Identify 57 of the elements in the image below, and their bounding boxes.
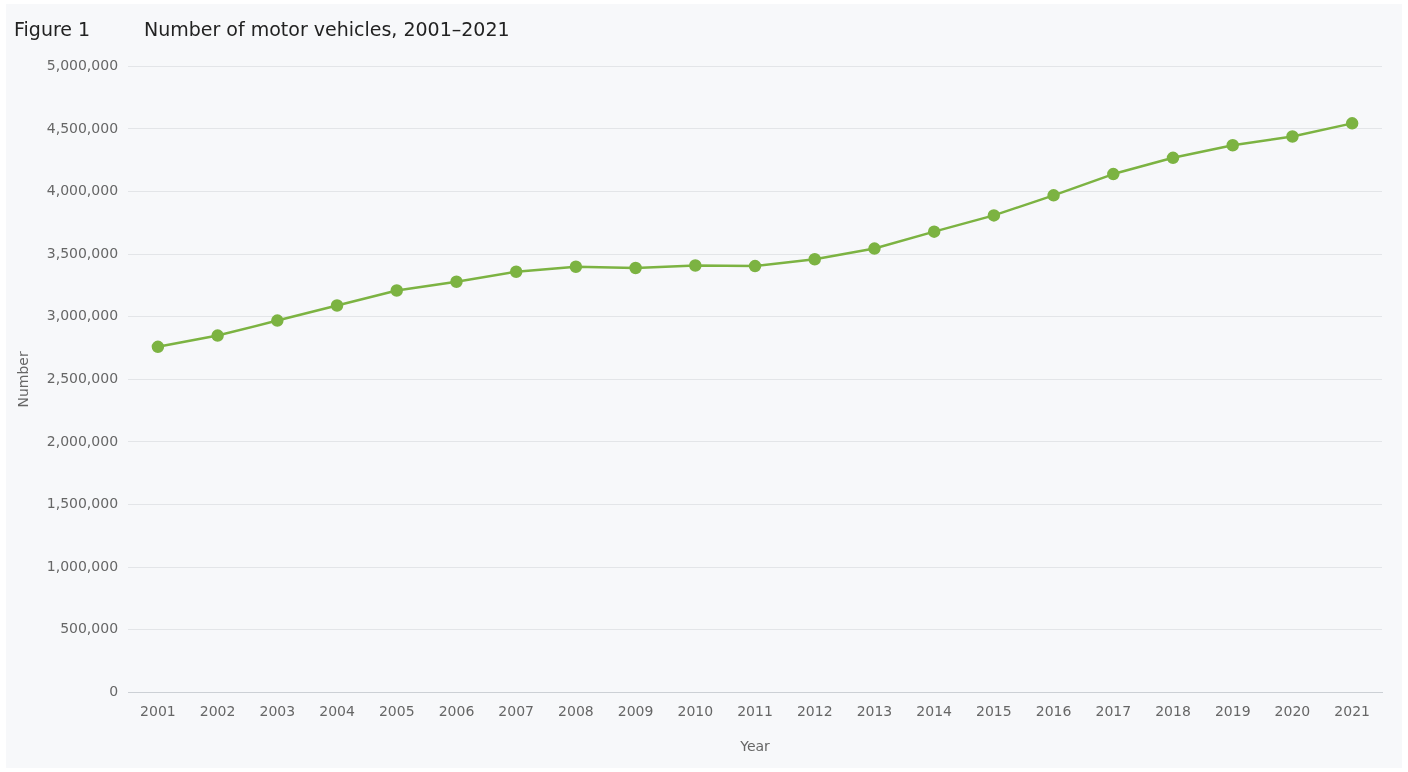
- x-tick-label: 2016: [1035, 703, 1072, 720]
- point: [1226, 139, 1239, 152]
- y-tick-label: 1,000,000: [46, 557, 119, 574]
- y-axis-title: Number: [15, 351, 32, 408]
- y-tick-label: 3,500,000: [46, 244, 119, 261]
- point: [330, 299, 344, 312]
- chart-title: Figure 1: [14, 18, 92, 40]
- point: [1166, 151, 1180, 165]
- y-tick-label: 3,000,000: [46, 307, 119, 324]
- x-tick-label: 2013: [856, 703, 893, 720]
- point: [927, 225, 941, 238]
- x-tick-label: 2012: [796, 703, 833, 720]
- x-tick-label: 2008: [558, 703, 594, 720]
- point: [689, 259, 702, 272]
- point: [450, 275, 463, 288]
- point: [808, 252, 821, 266]
- x-tick-label: 2003: [259, 703, 296, 720]
- point: [868, 242, 881, 255]
- y-tick-label: 4,000,000: [46, 182, 119, 199]
- point: [271, 314, 284, 327]
- y-tick-label: 2,000,000: [46, 432, 119, 449]
- point: [1047, 189, 1060, 202]
- y-tick-label: 0: [109, 683, 119, 700]
- point: [151, 340, 165, 354]
- x-tick-label: 2002: [199, 703, 236, 720]
- x-tick-label: 2018: [1155, 703, 1191, 720]
- x-tick-label: 2005: [378, 703, 415, 720]
- x-tick-label: 2020: [1274, 703, 1311, 720]
- point: [211, 329, 224, 342]
- x-tick-label: 2021: [1334, 703, 1370, 720]
- x-axis-title: Year: [739, 738, 771, 755]
- point: [629, 261, 642, 275]
- x-tick-label: 2017: [1095, 703, 1132, 720]
- x-tick-label: 2001: [140, 703, 176, 720]
- x-tick-label: 2014: [916, 703, 953, 720]
- y-tick-label: 1,500,000: [46, 495, 119, 512]
- chart-subtitle: Number of motor vehicles, 2001–2021: [144, 18, 510, 40]
- point: [987, 209, 1001, 222]
- x-tick-label: 2004: [319, 703, 355, 720]
- x-tick-label: 2007: [498, 703, 534, 720]
- x-tick-label: 2010: [677, 703, 714, 720]
- y-tick-label: 500,000: [60, 620, 119, 637]
- point: [390, 284, 403, 297]
- point: [1345, 117, 1359, 130]
- x-tick-label: 2019: [1214, 703, 1251, 720]
- y-tick-label: 5,000,000: [46, 57, 119, 74]
- y-tick-label: 2,500,000: [46, 370, 119, 387]
- x-tick-label: 2006: [438, 703, 475, 720]
- point: [1286, 130, 1299, 143]
- x-tick-label: 2015: [976, 703, 1012, 720]
- point: [1107, 167, 1120, 181]
- x-tick-label: 2011: [737, 703, 773, 720]
- point: [748, 259, 762, 273]
- x-tick-label: 2009: [617, 703, 654, 720]
- point: [509, 265, 523, 278]
- point: [569, 260, 583, 273]
- y-tick-label: 4,500,000: [46, 119, 119, 136]
